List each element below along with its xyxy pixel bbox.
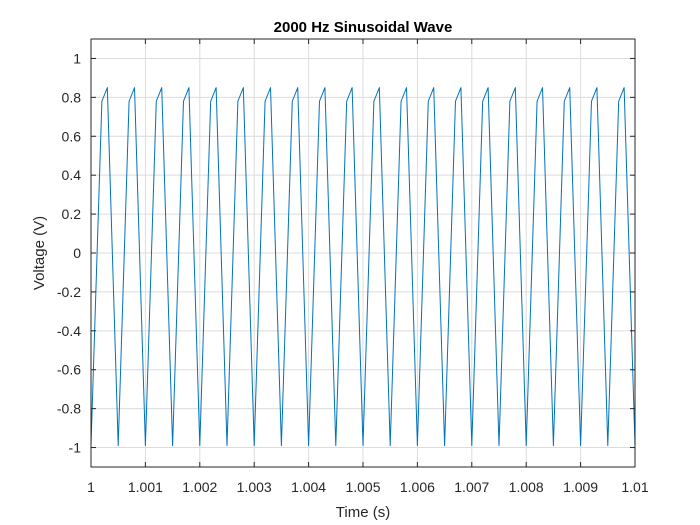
y-axis: -1 -0.8 -0.6 -0.4 -0.2 0 0.2 0.4 0.6 0.8 1 bbox=[57, 50, 635, 456]
y-tick-label: 0.4 bbox=[62, 167, 82, 183]
x-tick-label: 1.005 bbox=[345, 479, 380, 495]
x-tick-label: 1.001 bbox=[128, 479, 163, 495]
y-tick-label: 0.2 bbox=[62, 206, 82, 222]
y-tick-label: -0.4 bbox=[57, 323, 81, 339]
x-tick-label: 1.01 bbox=[621, 479, 648, 495]
y-axis-label: Voltage (V) bbox=[31, 216, 48, 290]
series-layer bbox=[90, 87, 636, 447]
chart-title: 2000 Hz Sinusoidal Wave bbox=[274, 19, 453, 36]
x-axis-label: Time (s) bbox=[336, 504, 390, 521]
y-tick-label: -0.6 bbox=[57, 362, 81, 378]
y-tick-label: -0.2 bbox=[57, 284, 81, 300]
y-tick-label: 0.6 bbox=[62, 128, 82, 144]
x-tick-label: 1.008 bbox=[509, 479, 544, 495]
y-tick-label: 0.8 bbox=[62, 89, 82, 105]
series-line-0 bbox=[90, 87, 636, 447]
x-tick-label: 1.003 bbox=[237, 479, 272, 495]
x-tick-label: 1.002 bbox=[182, 479, 217, 495]
x-axis: 1 1.001 1.002 1.003 1.004 1.005 1.006 1.007 1.00… bbox=[87, 39, 649, 495]
y-tick-label: 1 bbox=[73, 50, 81, 66]
x-tick-label: 1.007 bbox=[454, 479, 489, 495]
y-tick-label: -1 bbox=[69, 440, 82, 456]
y-tick-label: -0.8 bbox=[57, 401, 81, 417]
y-tick-label: 0 bbox=[73, 245, 81, 261]
x-tick-label: 1.004 bbox=[291, 479, 326, 495]
x-tick-label: 1 bbox=[87, 479, 95, 495]
x-tick-label: 1.009 bbox=[563, 479, 598, 495]
x-tick-label: 1.006 bbox=[400, 479, 435, 495]
